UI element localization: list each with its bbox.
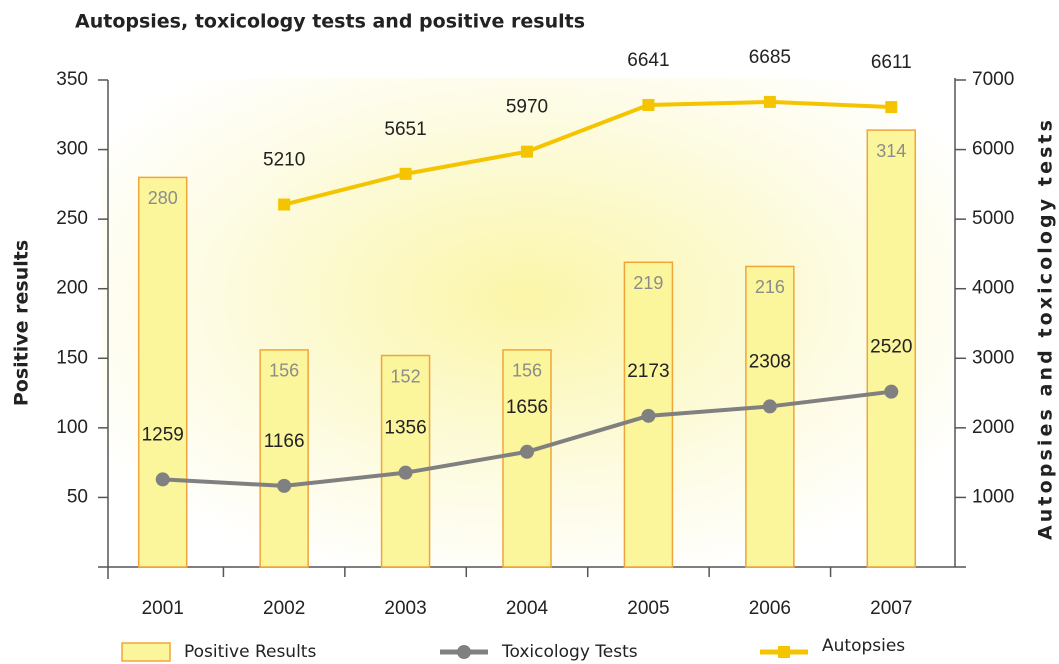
x-tick-label: 2007 — [870, 598, 912, 619]
point-label: 6641 — [627, 50, 669, 71]
marker — [641, 408, 656, 423]
bar-label: 156 — [269, 361, 299, 381]
marker — [642, 98, 655, 111]
bar-label: 152 — [391, 366, 421, 386]
legend-swatch — [121, 642, 171, 662]
point-label: 2173 — [627, 361, 669, 382]
chart-title: Autopsies, toxicology tests and positive… — [75, 11, 585, 33]
x-tick-label: 2002 — [263, 598, 305, 619]
point-label: 2520 — [870, 337, 912, 358]
point-label: 1259 — [142, 424, 184, 445]
y2-tick-label: 1000 — [972, 486, 1014, 507]
x-tick-label: 2003 — [384, 598, 426, 619]
y2-tick-label: 4000 — [972, 278, 1014, 299]
marker — [885, 101, 898, 114]
bar — [259, 349, 309, 568]
x-tick-label: 2004 — [506, 598, 549, 619]
bar-label: 314 — [876, 141, 906, 161]
x-tick-label: 2001 — [142, 598, 184, 619]
bar — [137, 176, 188, 568]
marker — [763, 95, 776, 108]
marker — [399, 167, 412, 180]
y2-axis-title: Autopsies and toxicology tests — [1035, 120, 1057, 540]
point-label: 2308 — [749, 351, 791, 372]
point-label: 1356 — [384, 418, 426, 439]
bar — [866, 129, 917, 568]
legend-label: Positive Results — [184, 642, 316, 662]
marker — [278, 198, 291, 211]
y-tick-label: 200 — [56, 278, 88, 299]
y2-tick-label: 7000 — [972, 69, 1014, 90]
point-label: 6611 — [871, 52, 912, 73]
point-label: 6685 — [749, 47, 791, 68]
y-tick-label: 350 — [56, 69, 88, 90]
bar-label: 156 — [512, 361, 542, 381]
marker — [520, 444, 534, 459]
y2-tick-label: 6000 — [972, 139, 1014, 160]
y-tick-label: 250 — [56, 208, 88, 229]
point-label: 5210 — [263, 150, 305, 171]
x-tick-label: 2006 — [749, 598, 791, 619]
bar — [380, 354, 431, 568]
point-label: 1656 — [506, 397, 548, 418]
x-tick-label: 2005 — [627, 598, 669, 619]
marker — [762, 399, 777, 414]
marker — [521, 145, 533, 158]
y-axis-title: Positive results — [11, 240, 33, 406]
line — [283, 99, 892, 207]
y-tick-label: 50 — [67, 486, 88, 507]
y2-tick-label: 2000 — [972, 417, 1014, 438]
point-label: 5970 — [506, 97, 548, 118]
y2-tick-label: 3000 — [972, 347, 1014, 368]
legend-swatch — [778, 646, 790, 658]
legend-label: Toxicology Tests — [501, 642, 638, 662]
marker — [398, 465, 413, 480]
bar-label: 219 — [633, 273, 663, 293]
y-tick-label: 100 — [56, 417, 88, 438]
y-tick-label: 150 — [56, 347, 88, 368]
point-label: 1166 — [264, 431, 305, 452]
marker — [155, 472, 170, 487]
point-label: 5651 — [384, 119, 426, 140]
bar — [745, 265, 795, 568]
marker — [884, 384, 899, 399]
marker — [277, 478, 292, 493]
bar-label: 280 — [148, 188, 178, 208]
legend-label: Autopsies — [822, 636, 905, 656]
bar-label: 216 — [755, 277, 785, 297]
y-tick-label: 300 — [56, 139, 88, 160]
y2-tick-label: 5000 — [972, 208, 1014, 229]
legend-swatch — [457, 645, 471, 659]
